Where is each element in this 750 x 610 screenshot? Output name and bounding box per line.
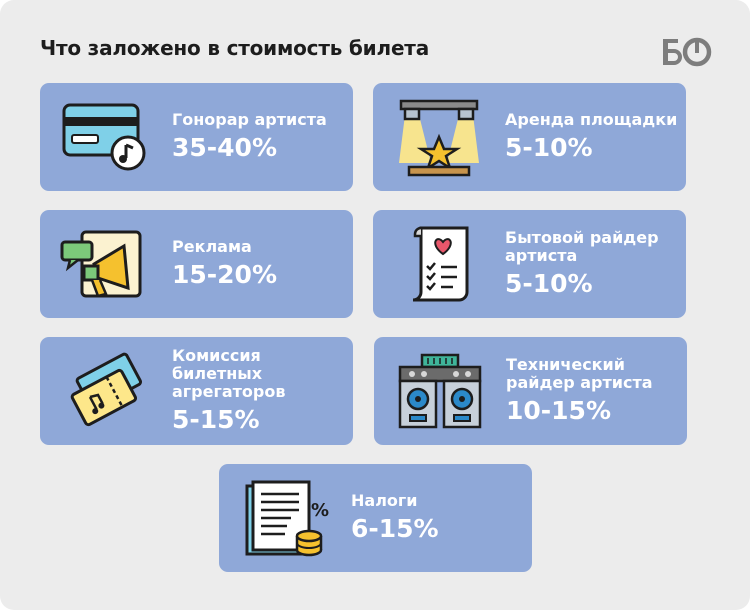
svg-text:%: % <box>311 500 329 521</box>
card-value: 35-40% <box>172 133 278 162</box>
card-value: 5-10% <box>505 269 593 298</box>
card-value: 15-20% <box>172 260 278 289</box>
card-label: Аренда площадки <box>505 110 678 129</box>
card-household-rider: Бытовой райдер артиста 5-10% <box>373 210 686 318</box>
card-label: Комиссия билетных агрегаторов <box>172 346 286 401</box>
scroll-checklist-icon <box>412 226 469 302</box>
card-text: Бытовой райдер артиста 5-10% <box>505 210 678 318</box>
card-label: Технический райдер артиста <box>506 355 653 392</box>
card-value: 10-15% <box>506 396 612 425</box>
card-label: Гонорар артиста <box>172 110 327 129</box>
card-text: Технический райдер артиста 10-15% <box>506 337 679 445</box>
document-coins-icon: % <box>245 480 329 557</box>
stage-spotlight-icon <box>399 99 479 177</box>
tickets-icon <box>70 352 142 427</box>
card-label: Налоги <box>351 491 418 510</box>
card-text: Реклама 15-20% <box>172 210 345 318</box>
megaphone-icon <box>60 230 142 298</box>
speakers-icon <box>398 353 482 429</box>
card-label: Реклама <box>172 237 252 256</box>
card-value: 6-15% <box>351 514 439 543</box>
card-value: 5-15% <box>172 405 260 434</box>
card-text: Налоги 6-15% <box>351 464 524 572</box>
page-title: Что заложено в стоимость билета <box>40 36 429 60</box>
card-value: 5-10% <box>505 133 593 162</box>
card-text: Аренда площадки 5-10% <box>505 83 678 191</box>
bo-logo-icon <box>663 37 712 67</box>
card-text: Гонорар артиста 35-40% <box>172 83 345 191</box>
card-text: Комиссия билетных агрегаторов 5-15% <box>172 337 345 445</box>
card-technical-rider: Технический райдер артиста 10-15% <box>374 337 687 445</box>
card-ticket-aggregators: Комиссия билетных агрегаторов 5-15% <box>40 337 353 445</box>
card-advertising: Реклама 15-20% <box>40 210 353 318</box>
credit-card-music-icon <box>62 103 146 171</box>
card-taxes: % Налоги 6-15% <box>219 464 532 572</box>
card-label: Бытовой райдер артиста <box>505 228 659 265</box>
card-venue-rent: Аренда площадки 5-10% <box>373 83 686 191</box>
card-artist-fee: Гонорар артиста 35-40% <box>40 83 353 191</box>
